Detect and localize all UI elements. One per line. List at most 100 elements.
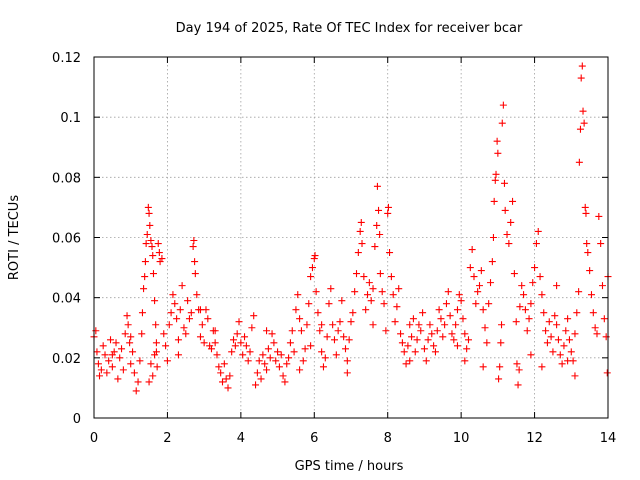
data-point [153,363,161,371]
data-point [169,291,177,299]
data-point [384,209,392,217]
data-point [586,267,594,275]
x-axis-label: GPS time / hours [295,459,404,474]
data-point [307,342,315,350]
data-point [395,285,403,293]
data-point [527,351,535,359]
data-point [430,342,438,350]
data-point [220,360,228,368]
data-point [538,363,546,371]
data-point [500,179,508,187]
data-point [138,309,146,317]
data-point [119,366,127,374]
data-point [336,318,344,326]
data-point [485,300,493,308]
data-point [409,315,417,323]
data-point [525,315,533,323]
data-point [318,321,326,329]
data-point [494,149,502,157]
data-point [540,309,548,317]
data-point [323,333,331,341]
data-point [190,237,198,245]
data-point [493,137,501,145]
data-point [505,240,513,248]
data-point [413,336,421,344]
data-point [196,306,204,314]
data-point [189,243,197,251]
chart-title: Day 194 of 2025, Rate Of TEC Index for r… [176,21,523,36]
data-point [151,351,159,359]
data-point [474,288,482,296]
data-point [152,339,160,347]
data-point [477,267,485,275]
data-point [275,363,283,371]
data-point [515,366,523,374]
data-point [224,384,232,392]
data-point [573,309,581,317]
data-point [174,351,182,359]
data-point [314,309,322,317]
data-point [312,288,320,296]
data-point [472,300,480,308]
data-point [253,369,261,377]
data-point [290,348,298,356]
data-point [571,330,579,338]
data-point [340,333,348,341]
data-point [242,342,250,350]
data-point [543,339,551,347]
data-point [408,333,416,341]
data-point [303,321,311,329]
data-point [182,330,190,338]
data-point [292,306,300,314]
data-point [305,300,313,308]
data-point [200,339,208,347]
data-point [187,309,195,317]
data-point [141,273,149,281]
data-point [529,279,537,287]
data-point [470,273,478,281]
data-point [259,351,267,359]
data-point [411,348,419,356]
data-point [263,327,271,335]
data-point [492,170,500,178]
data-point [444,288,452,296]
data-point [160,330,168,338]
data-point [246,348,254,356]
data-point [579,107,587,115]
data-point [580,119,588,127]
data-point [311,252,319,260]
x-tick-label: 12 [526,431,543,446]
data-point [167,309,175,317]
data-point [134,378,142,386]
data-point [112,339,120,347]
data-point [138,330,146,338]
data-point [132,387,140,395]
data-point [459,315,467,323]
data-point [489,234,497,241]
data-point [419,309,427,317]
data-point [330,336,338,344]
data-point [226,372,234,380]
data-point [598,282,606,290]
data-point [299,357,307,365]
data-point [479,306,487,314]
data-point [398,339,406,347]
data-point [332,351,340,359]
data-point [196,333,204,341]
y-tick-label: 0.04 [52,292,81,307]
data-point [349,309,357,317]
data-point [319,363,327,371]
data-point [228,348,236,356]
data-point [488,258,496,266]
data-point [286,339,294,347]
data-point [581,203,589,211]
data-point [99,342,107,350]
data-point [318,348,326,356]
data-point [345,336,353,344]
data-point [575,158,583,166]
data-points [90,62,612,395]
data-point [285,354,293,362]
data-point [141,258,149,266]
data-point [373,182,381,190]
data-point [268,330,276,338]
